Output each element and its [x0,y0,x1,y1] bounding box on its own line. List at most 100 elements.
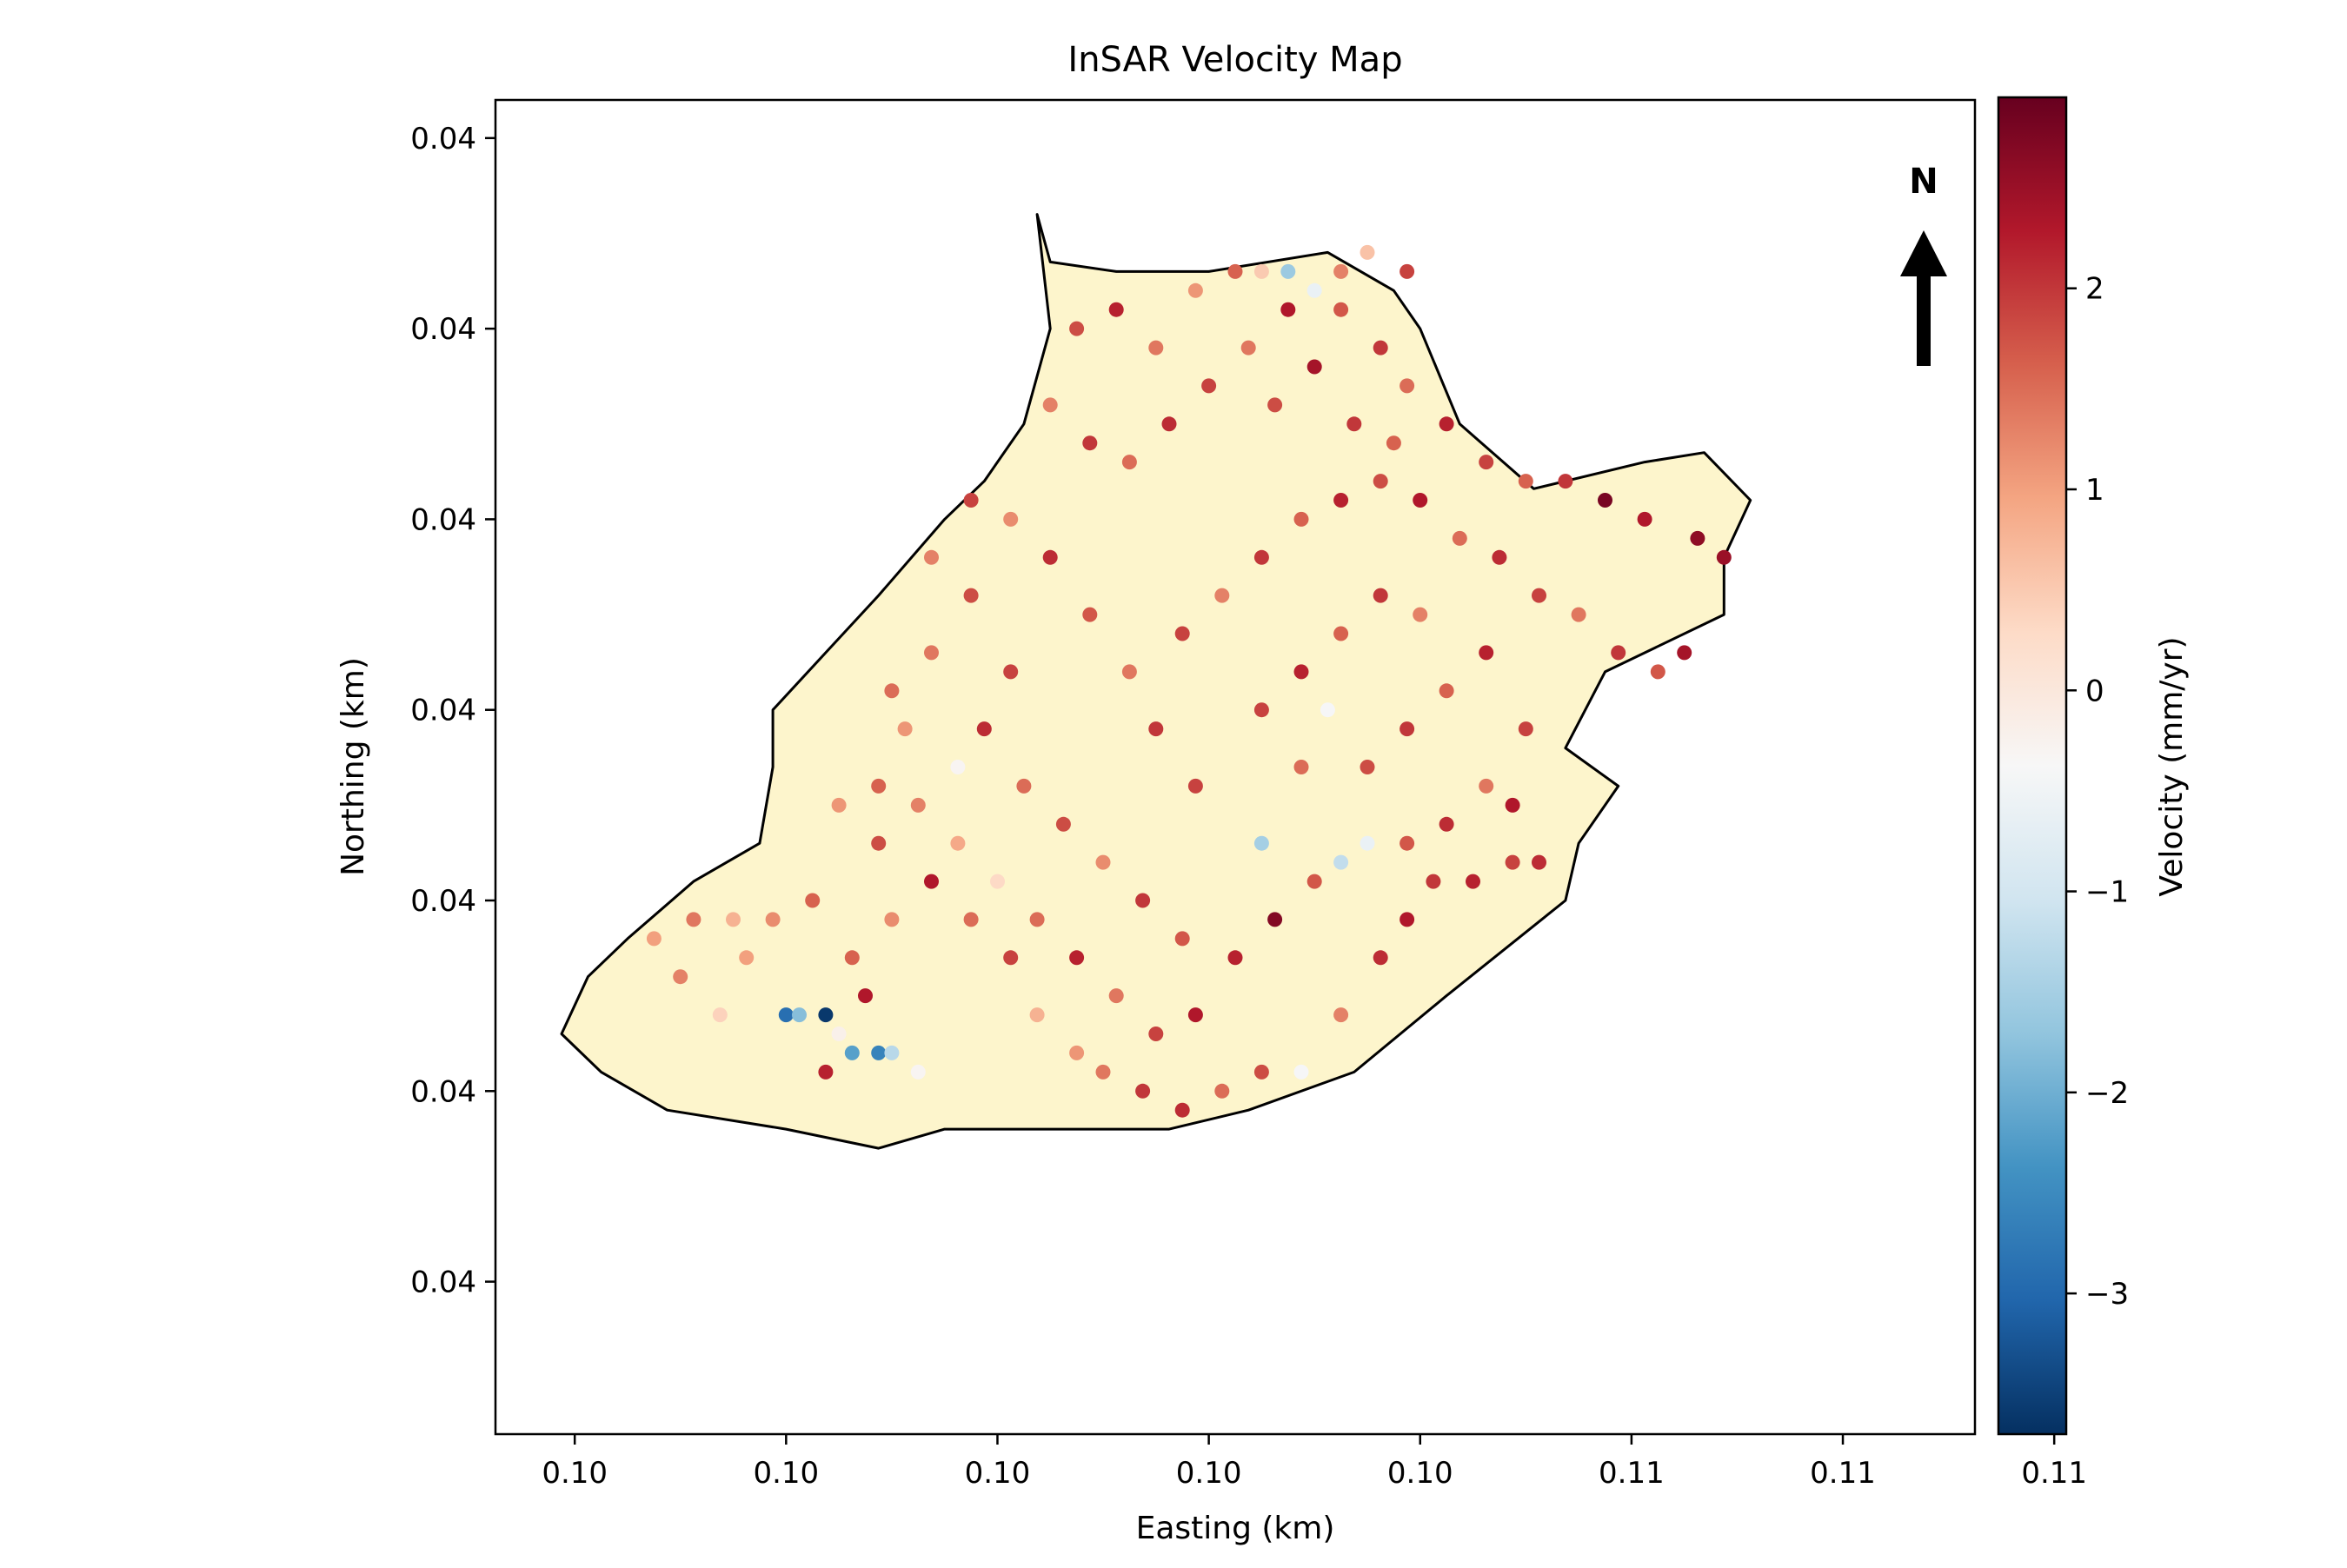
data-point [1003,511,1019,527]
data-point [1518,721,1533,737]
data-point [1108,988,1124,1004]
data-point [739,950,755,966]
data-point [1439,816,1454,832]
data-point [1267,397,1283,413]
colorbar-gradient [1997,96,2068,1436]
data-point [1174,931,1190,947]
data-point [976,721,992,737]
data-point [818,1064,834,1080]
data-point [1253,549,1269,565]
data-point [1505,797,1520,813]
data-point [1320,702,1335,718]
points-layer [646,244,1732,1118]
data-point [1069,950,1085,966]
data-point [1148,340,1164,355]
data-point [1253,702,1269,718]
data-point [1677,645,1692,661]
data-point [1333,854,1349,870]
data-point [726,912,741,927]
data-point [1293,664,1309,680]
data-point [1333,493,1349,508]
data-point [963,912,979,927]
y-tick-label: 0.04 [410,122,476,156]
north-arrow-icon [1900,230,1947,276]
data-point [1452,530,1467,546]
data-point [1373,588,1388,603]
data-point [1439,683,1454,699]
data-point [897,721,913,737]
data-point [1360,760,1375,774]
data-point [792,1007,807,1023]
data-point [1174,626,1190,641]
data-point [1095,1064,1111,1080]
x-tick-label: 0.10 [965,1456,1031,1491]
data-point [1253,263,1269,279]
y-tick-label: 0.04 [410,694,476,728]
data-point [990,874,1005,889]
data-point [1360,244,1375,260]
data-point [871,1045,887,1060]
y-tick-label: 0.04 [410,502,476,537]
data-point [1187,1007,1203,1023]
data-point [1413,493,1428,508]
data-point [1598,493,1612,508]
data-point [1201,378,1217,394]
colorbar-tick-label: 1 [2085,473,2104,508]
colorbar-tick-label: −2 [2085,1076,2129,1111]
data-point [1306,282,1322,298]
x-axis-label: Easting (km) [1136,1511,1335,1546]
data-point [1360,835,1375,851]
x-tick-label: 0.11 [2021,1456,2087,1491]
data-point [1069,1045,1085,1060]
data-point [712,1007,728,1023]
data-point [1505,854,1520,870]
data-point [924,645,939,661]
data-point [818,1007,834,1023]
data-point [950,760,966,774]
data-point [1333,263,1349,279]
data-point [1611,645,1626,661]
data-point [924,549,939,565]
data-point [884,1045,900,1060]
data-point [1716,549,1732,565]
north-arrow: N [1900,162,1947,366]
data-point [1003,950,1019,966]
data-point [1148,721,1164,737]
data-point [1400,263,1415,279]
data-point [1187,778,1203,794]
data-point [1187,282,1203,298]
x-tick-label: 0.11 [1810,1456,1876,1491]
data-point [1690,530,1705,546]
data-point [1108,302,1124,317]
data-point [1333,1007,1349,1023]
data-point [1466,874,1480,889]
data-point [1650,664,1666,680]
data-point [910,797,926,813]
data-point [871,835,887,851]
data-point [765,912,781,927]
colorbar-tick-label: 2 [2085,272,2104,307]
data-point [831,1027,847,1041]
data-point [1214,1083,1230,1099]
data-point [884,912,900,927]
data-point [1280,263,1296,279]
data-point [1253,835,1269,851]
data-point [1214,588,1230,603]
colorbar: 2 1 0 −1 −2 −3 Velocity (mm/yr) [1997,96,2190,1436]
x-tick-label: 0.10 [1387,1456,1453,1491]
data-point [1174,1102,1190,1118]
data-point [910,1064,926,1080]
data-point [1400,912,1415,927]
plot-area [560,213,1752,1150]
data-point [1532,854,1546,870]
x-tick-label: 0.10 [542,1456,608,1491]
data-point [1135,893,1151,908]
north-arrow-shaft [1917,275,1931,366]
data-point [963,493,979,508]
data-point [673,969,688,985]
y-axis-label: Northing (km) [336,657,371,876]
data-point [884,683,900,699]
north-arrow-label: N [1909,162,1938,202]
data-point [1121,455,1137,470]
